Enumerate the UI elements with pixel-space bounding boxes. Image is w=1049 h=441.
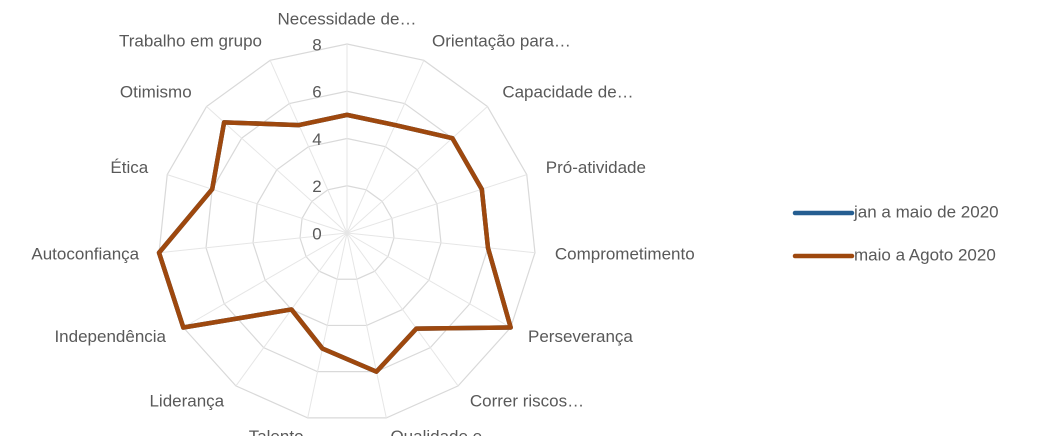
legend-label: maio a Agoto 2020 [854,245,996,264]
category-label: Trabalho em grupo [119,32,262,51]
category-label: Capacidade de… [502,83,633,102]
spoke [346,232,536,254]
grid-ring [252,137,442,327]
spoke [307,232,348,418]
category-label: Liderança [149,392,224,411]
spoke [183,232,348,328]
series-line [156,112,513,374]
spoke [346,60,425,234]
spoke [158,232,348,254]
spoke [269,60,348,234]
category-label: Qualidade e… [390,427,499,436]
series-line [156,112,513,374]
category-label: Pró-atividade [546,158,646,177]
grid-ring [299,185,395,280]
spoke [206,106,348,234]
r-tick-label: 0 [312,224,321,243]
spoke [167,174,348,234]
category-label: Comprometimento [555,244,695,263]
category-label: Autoconfiança [31,244,139,263]
r-tick-label: 8 [312,35,321,54]
category-label: Perseverança [528,327,633,346]
category-label: Independência [54,327,166,346]
spoke [346,232,511,328]
legend-label: jan a maio de 2020 [853,202,999,221]
r-tick-label: 4 [312,130,321,149]
category-label: Talento [249,427,304,436]
category-label: Otimismo [120,83,192,102]
category-label: Correr riscos… [470,392,584,411]
spoke [346,232,387,418]
category-label: Ética [110,158,148,177]
spoke [346,106,488,234]
spoke [346,174,527,234]
category-label: Necessidade de… [278,9,417,28]
spoke [346,232,459,387]
r-tick-label: 2 [312,177,321,196]
grid-ring [158,43,536,419]
category-label: Orientação para… [432,32,571,51]
r-tick-label: 6 [312,83,321,102]
